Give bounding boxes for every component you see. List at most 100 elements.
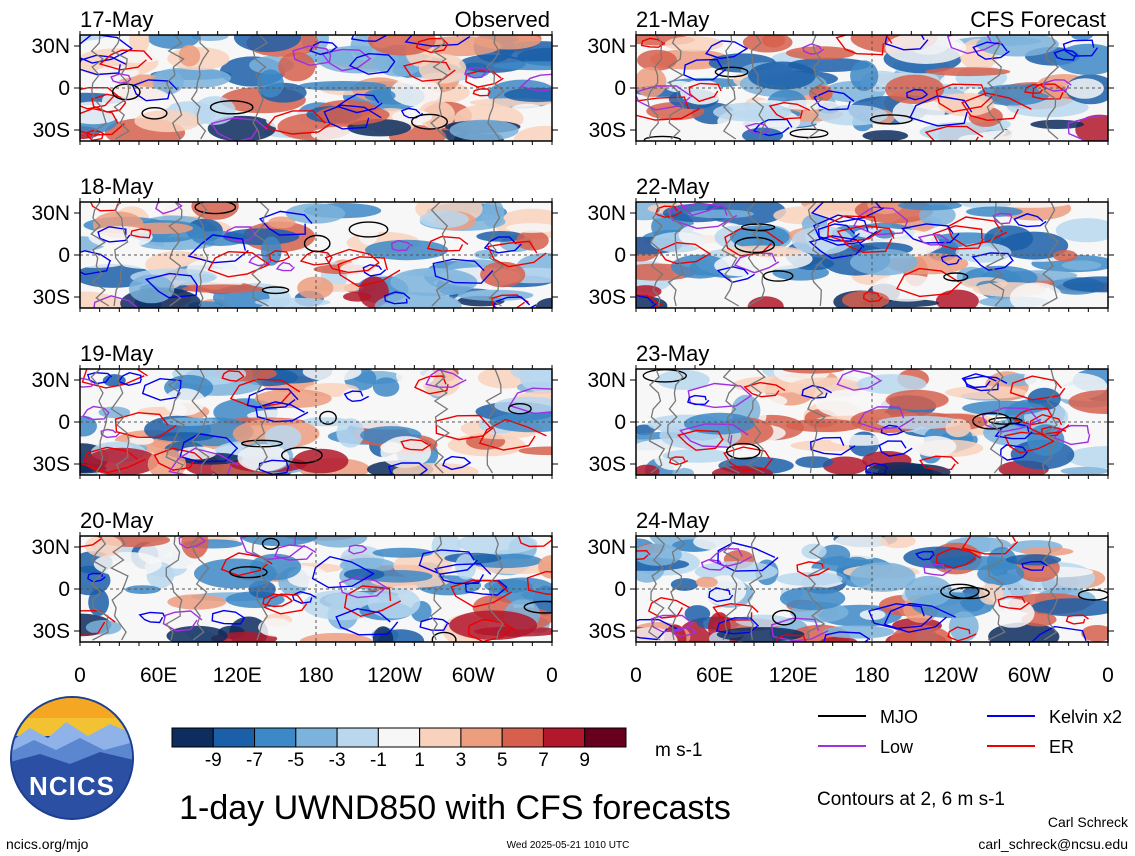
y-tick-label: 0 — [58, 411, 70, 434]
colorbar-swatch — [171, 727, 214, 748]
x-tick-label: 180 — [298, 664, 333, 687]
y-tick-label: 30N — [587, 369, 626, 392]
map-panel: 30N 0 30S — [31, 365, 558, 479]
site-link[interactable]: ncics.org/mjo — [6, 836, 89, 852]
x-tick-label: 0 — [546, 664, 558, 687]
x-tick-label: 60E — [140, 664, 177, 687]
legend-label: MJO — [880, 707, 918, 727]
panel-group-label: CFS Forecast — [970, 7, 1106, 32]
timestamp: Wed 2025-05-21 1010 UTC — [507, 840, 630, 851]
y-tick-label: 30S — [589, 453, 626, 476]
map-panel: 30N 0 30S — [587, 365, 1114, 479]
map-panel: 30N 0 30S — [587, 532, 1114, 646]
colorbar-swatch — [377, 727, 421, 748]
wind-field — [80, 35, 552, 141]
colorbar-swatch — [254, 727, 297, 748]
colorbar-units: m s-1 — [655, 740, 703, 761]
colorbar-tick-label: -3 — [329, 750, 346, 771]
author-name: Carl Schreck — [1048, 814, 1129, 830]
y-tick-label: 30N — [587, 35, 626, 58]
x-tick-label: 0 — [74, 664, 86, 687]
colorbar-tick-label: 5 — [497, 750, 508, 771]
y-tick-label: 30S — [33, 286, 70, 309]
panel-date: 21-May — [636, 7, 709, 32]
y-tick-label: 30S — [33, 119, 70, 142]
x-tick-label: 60W — [1008, 664, 1051, 687]
panel-date: 19-May — [80, 341, 153, 366]
map-panel: 30N 0 30S — [587, 31, 1114, 145]
author-email: carl_schreck@ncsu.edu — [978, 836, 1128, 852]
y-tick-label: 0 — [614, 411, 626, 434]
y-tick-label: 30N — [31, 536, 70, 559]
y-tick-label: 30N — [587, 202, 626, 225]
colorbar-tick-label: 7 — [538, 750, 549, 771]
map-panel: 30N 0 30S — [31, 198, 558, 312]
map-panel: 30N 0 30S — [587, 198, 1114, 312]
x-tick-label: 180 — [854, 664, 889, 687]
line-legend: MJO Kelvin x2 Low ER — [818, 707, 1122, 757]
wind-field — [80, 369, 552, 475]
y-tick-label: 0 — [614, 77, 626, 100]
y-tick-label: 30S — [33, 620, 70, 643]
wind-field — [636, 202, 1108, 308]
map-panel: 30N 0 30S — [31, 31, 558, 145]
legend-label: Kelvin x2 — [1049, 707, 1122, 727]
panel-date: 20-May — [80, 508, 153, 533]
colorbar-tick-label: -9 — [205, 750, 222, 771]
colorbar-tick-label: 1 — [414, 750, 425, 771]
panel-group-label: Observed — [455, 7, 550, 32]
y-tick-label: 0 — [614, 244, 626, 267]
y-tick-label: 30N — [587, 536, 626, 559]
panel-date: 24-May — [636, 508, 709, 533]
colorbar-tick-label: 9 — [579, 750, 590, 771]
colorbar-tick-label: 3 — [456, 750, 467, 771]
x-tick-label: 0 — [1102, 664, 1114, 687]
x-tick-label: 120W — [367, 664, 422, 687]
legend-label: ER — [1049, 737, 1074, 757]
colorbar-swatch — [501, 727, 544, 748]
y-tick-label: 30N — [31, 35, 70, 58]
x-tick-label: 120E — [213, 664, 262, 687]
y-tick-label: 0 — [58, 77, 70, 100]
panel-date: 22-May — [636, 174, 709, 199]
colorbar-tick-label: -7 — [246, 750, 263, 771]
colorbar: -9 -7 -5 -3 -1 1 3 5 7 9 m s-1 — [171, 727, 703, 771]
x-tick-label: 0 — [630, 664, 642, 687]
panel-date: 18-May — [80, 174, 153, 199]
ncics-logo: NCICS — [10, 696, 134, 820]
wind-field — [636, 369, 1108, 475]
colorbar-swatch — [584, 727, 627, 748]
y-tick-label: 0 — [58, 578, 70, 601]
wind-field — [636, 536, 1108, 642]
colorbar-tick-label: -5 — [287, 750, 304, 771]
x-tick-label: 120W — [923, 664, 978, 687]
y-tick-label: 30S — [589, 119, 626, 142]
panel-date: 17-May — [80, 7, 153, 32]
colorbar-swatch — [542, 727, 586, 748]
y-tick-label: 30S — [33, 453, 70, 476]
figure-title: 1-day UWND850 with CFS forecasts — [179, 789, 731, 827]
x-tick-label: 60W — [452, 664, 495, 687]
y-tick-label: 30S — [589, 286, 626, 309]
colorbar-swatch — [212, 727, 256, 748]
contour-note: Contours at 2, 6 m s-1 — [817, 789, 1005, 810]
wind-field — [80, 536, 552, 642]
wind-field — [80, 202, 552, 308]
y-tick-label: 0 — [614, 578, 626, 601]
y-tick-label: 30N — [31, 202, 70, 225]
legend-label: Low — [880, 737, 914, 757]
y-tick-label: 30N — [31, 369, 70, 392]
y-tick-label: 30S — [589, 620, 626, 643]
colorbar-tick-label: -1 — [370, 750, 387, 771]
panel-date: 23-May — [636, 341, 709, 366]
y-tick-label: 0 — [58, 244, 70, 267]
colorbar-swatch — [295, 727, 338, 748]
colorbar-swatch — [336, 727, 379, 748]
logo-text: NCICS — [29, 771, 115, 801]
wind-field — [636, 35, 1108, 141]
x-axis-labels: 0 60E 120E 180 120W 60W 0 0 60E 120E 180 120W 60W 0 — [74, 664, 1114, 687]
x-tick-label: 60E — [696, 664, 733, 687]
map-panel: 30N 0 30S — [31, 532, 558, 646]
